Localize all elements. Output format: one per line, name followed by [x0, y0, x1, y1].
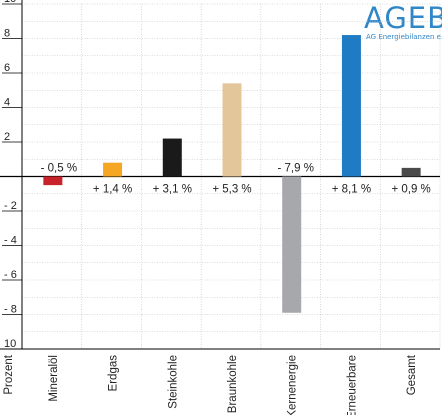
bar-value-label: - 7,9 %: [277, 163, 313, 175]
category-label: Mineralöl: [48, 355, 60, 402]
category-label: Steinkohle: [167, 355, 179, 409]
bar-value-label: + 5,3 %: [212, 184, 251, 196]
bar-erdgas: [103, 162, 123, 177]
axis-layer: 10 8 6 4 2 - 2 - 4 - 6 - 8 10: [0, 0, 441, 350]
y-tick-label: - 2: [4, 200, 17, 212]
bar-value-label: + 8,1 %: [332, 184, 371, 196]
bar-braunkohle: [222, 83, 242, 177]
category-label: Gesamt: [406, 354, 418, 395]
category-label: Braunkohle: [227, 355, 239, 413]
category-label: Erneuerbare: [346, 355, 358, 415]
category-label: Kernenergie: [287, 355, 299, 415]
y-tick-label: 10: [4, 0, 16, 5]
bar-mineralöl: [43, 176, 63, 186]
y-tick-label: 2: [4, 131, 10, 143]
bar-value-label: + 3,1 %: [153, 184, 192, 196]
y-tick-label: 10: [4, 338, 16, 350]
y-tick-label: 6: [4, 62, 10, 74]
bar-steinkohle: [162, 138, 182, 177]
y-tick-label: 8: [4, 28, 10, 40]
bar-erneuerbare: [341, 35, 361, 177]
y-tick-label: - 6: [4, 269, 17, 281]
y-tick-label: - 8: [4, 304, 17, 316]
label-layer: - 0,5 % + 1,4 % + 3,1 % + 5,3 % - 7,9 % + 8,1…: [41, 163, 431, 196]
category-label-layer: Prozent Mineralöl Erdgas Steinkohle Braunkoh…: [3, 354, 418, 415]
ageb-logo-subtitle: AG Energiebilanzen e.V.: [366, 33, 442, 41]
y-tick-label: - 4: [4, 235, 17, 247]
bar-value-label: - 0,5 %: [41, 163, 77, 175]
bar-value-label: + 1,4 %: [93, 184, 132, 196]
bar-layer: [43, 35, 421, 313]
y-axis-label: Prozent: [3, 354, 15, 394]
y-tick-label: 4: [4, 97, 10, 109]
bar-value-label: + 0,9 %: [391, 184, 430, 196]
bar-gesamt: [401, 167, 421, 177]
category-label: Erdgas: [108, 355, 120, 392]
ageb-logo: AGEB: [364, 1, 442, 35]
bar-kernenergie: [282, 176, 302, 313]
